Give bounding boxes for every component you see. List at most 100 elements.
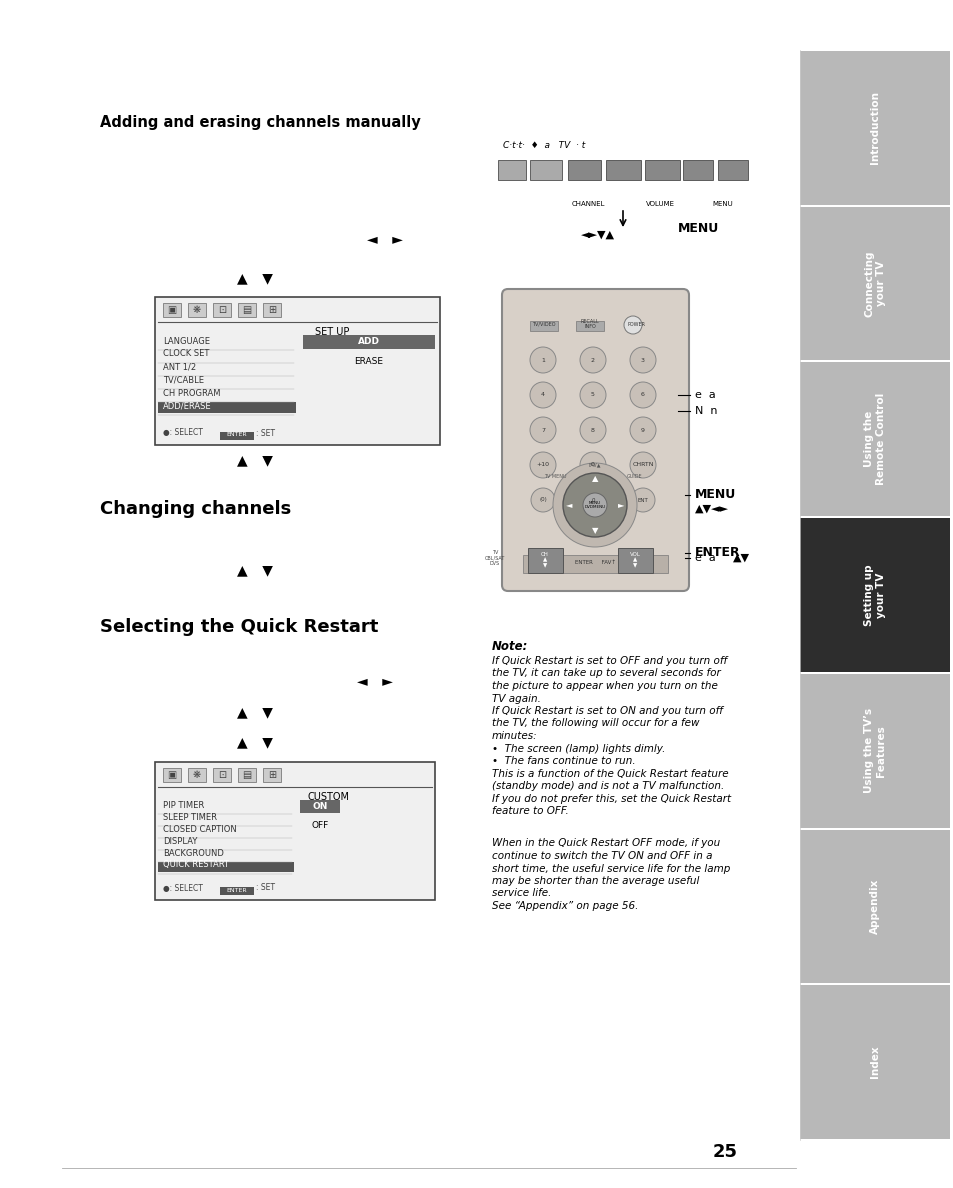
Bar [188,303,206,317]
Text: 2: 2 [590,358,595,362]
Bar [800,829,949,984]
Circle shape [530,383,556,407]
Text: TV/VIDEO: TV/VIDEO [532,322,556,327]
Text: 0: 0 [591,498,594,503]
Text: ENT: ENT [637,498,648,503]
Circle shape [629,383,656,407]
Text: POWER: POWER [627,322,645,327]
Text: feature to OFF.: feature to OFF. [492,805,568,816]
Text: TV
CBL/SAT
DVS: TV CBL/SAT DVS [484,550,504,567]
Text: QUICK RESTART: QUICK RESTART [163,860,229,870]
Bar [299,800,339,813]
Bar [800,207,949,360]
Bar [530,160,561,181]
Text: •  The fans continue to run.: • The fans continue to run. [492,756,635,766]
Text: 1: 1 [540,358,544,362]
Text: continue to switch the TV ON and OFF in a: continue to switch the TV ON and OFF in … [492,851,712,861]
Text: When in the Quick Restart OFF mode, if you: When in the Quick Restart OFF mode, if y… [492,839,720,848]
Circle shape [630,488,655,512]
Text: •  The screen (lamp) lights dimly.: • The screen (lamp) lights dimly. [492,744,664,753]
Text: 7: 7 [540,428,544,432]
Text: CLOCK SET: CLOCK SET [163,349,209,359]
Text: ▼: ▼ [591,526,598,536]
Text: ⊡: ⊡ [217,770,226,781]
Text: MENU: MENU [695,488,736,501]
Text: CHRTN: CHRTN [632,462,653,468]
Bar [213,303,231,317]
Circle shape [623,316,641,334]
Text: ⊡: ⊡ [217,305,226,315]
Circle shape [629,417,656,443]
Bar [800,362,949,516]
Text: RECALL
INFO: RECALL INFO [580,318,598,329]
Bar [497,160,525,181]
Text: Using the
Remote Control: Using the Remote Control [863,393,885,486]
Bar [718,160,747,181]
Text: Introduction: Introduction [869,91,879,164]
Text: CLOSED CAPTION: CLOSED CAPTION [163,824,236,834]
Circle shape [553,463,637,546]
Text: CHANNEL: CHANNEL [571,201,604,207]
Bar [237,767,255,782]
Text: 5: 5 [591,392,595,398]
Text: ⊞: ⊞ [268,305,275,315]
Text: ENTER: ENTER [227,887,247,892]
Text: N  n: N n [695,406,717,416]
Bar [800,518,949,672]
Text: ▣: ▣ [167,305,176,315]
Text: MENU: MENU [678,221,719,234]
Text: C·t·t·  ♦  a   TV  · t: C·t·t· ♦ a TV · t [502,141,584,150]
Text: SET UP: SET UP [314,327,349,337]
Text: ANT 1/2: ANT 1/2 [163,362,196,372]
Text: Setting up
your TV: Setting up your TV [863,564,885,626]
Text: CH PROGRAM: CH PROGRAM [163,388,220,398]
Text: TV MENU: TV MENU [543,474,566,480]
Text: FAV▲: FAV▲ [588,462,600,468]
Bar [605,160,640,181]
Text: Connecting
your TV: Connecting your TV [863,251,885,317]
Circle shape [579,383,605,407]
Text: 8: 8 [591,428,595,432]
Text: Index: Index [869,1045,879,1079]
Text: Selecting the Quick Restart: Selecting the Quick Restart [100,618,378,636]
Text: +10: +10 [536,462,549,468]
Text: MENU: MENU [712,201,733,207]
Text: If you do not prefer this, set the Quick Restart: If you do not prefer this, set the Quick… [492,794,730,803]
Circle shape [530,347,556,373]
Text: minutes:: minutes: [492,731,537,741]
Circle shape [562,473,626,537]
Bar [154,762,435,901]
Text: short time, the useful service life for the lamp: short time, the useful service life for … [492,864,730,873]
Bar [530,321,558,331]
Bar [800,674,949,828]
Text: ▲   ▼: ▲ ▼ [236,453,273,467]
Text: ◄   ►: ◄ ► [367,233,402,247]
Text: Changing channels: Changing channels [100,500,291,518]
Text: VOL
▲
▼: VOL ▲ ▼ [629,551,639,568]
Text: 4: 4 [540,392,544,398]
Text: ◄   ►: ◄ ► [356,675,393,689]
Text: GUIDE: GUIDE [626,474,642,480]
Text: ⊞: ⊞ [268,770,275,781]
Circle shape [579,417,605,443]
Text: e  a: e a [695,552,715,563]
Text: If Quick Restart is set to ON and you turn off: If Quick Restart is set to ON and you tu… [492,706,722,716]
Bar [237,303,255,317]
Text: ▲   ▼: ▲ ▼ [236,735,273,748]
Text: ERASE: ERASE [355,358,383,367]
Text: CH
▲
▼: CH ▲ ▼ [540,551,548,568]
Text: ADD/ERASE: ADD/ERASE [163,402,212,411]
Circle shape [579,451,605,478]
Text: ▤: ▤ [242,770,252,781]
Text: SLEEP TIMER: SLEEP TIMER [163,813,216,821]
Bar [158,402,295,413]
Text: ENTER: ENTER [695,546,740,560]
Bar [522,555,667,573]
Bar [188,767,206,782]
Text: LANGUAGE: LANGUAGE [163,336,210,346]
Text: ❋: ❋ [193,770,201,781]
Bar [163,303,181,317]
Bar [303,335,435,349]
Bar [618,548,652,573]
Text: ADD: ADD [357,337,379,347]
